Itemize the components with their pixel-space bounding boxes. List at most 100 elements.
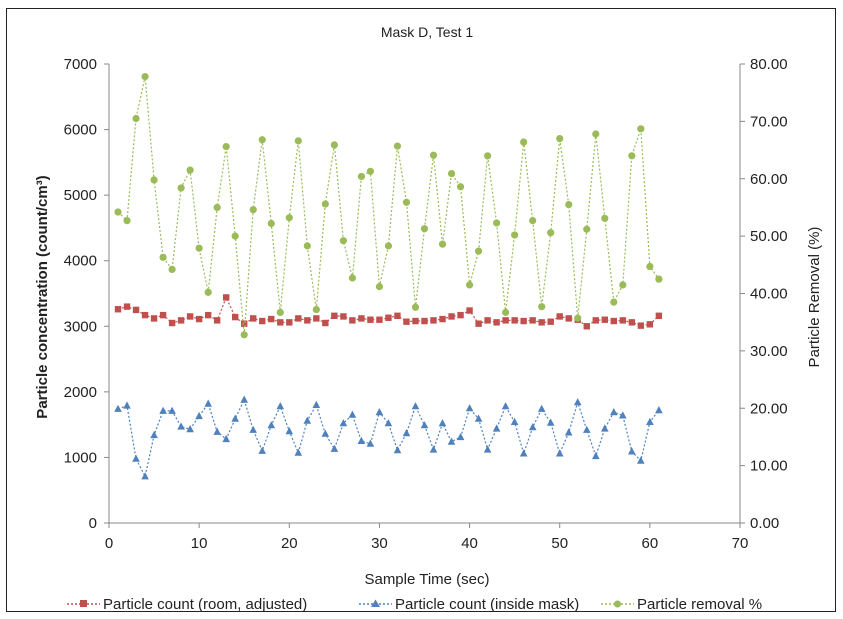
data-point: [303, 242, 311, 250]
data-point: [565, 315, 572, 322]
data-point: [195, 315, 203, 323]
data-point: [276, 402, 285, 410]
data-point: [628, 319, 636, 326]
data-point: [222, 294, 230, 301]
data-point: [592, 130, 600, 138]
data-point: [520, 138, 528, 146]
data-point: [340, 313, 347, 320]
data-point: [295, 315, 302, 322]
data-point: [637, 456, 645, 464]
data-point: [259, 317, 266, 325]
y-left-tick-label: 7000: [64, 56, 97, 73]
data-point: [646, 417, 654, 425]
legend: Particle count (room, adjusted) Particle…: [67, 596, 762, 613]
series-plot: [114, 73, 663, 480]
data-point: [348, 410, 357, 418]
data-point: [312, 305, 320, 314]
data-point: [493, 319, 500, 326]
data-point: [655, 312, 663, 319]
data-point: [159, 253, 167, 261]
data-point: [385, 314, 392, 321]
data-point: [511, 317, 518, 324]
data-point: [213, 317, 221, 324]
legend-marker-room: [80, 600, 87, 607]
data-point: [429, 445, 438, 453]
legend-item-room: Particle count (room, adjusted): [67, 596, 307, 613]
data-point: [132, 306, 140, 314]
data-point: [655, 406, 663, 414]
data-point: [601, 316, 608, 323]
data-point: [429, 151, 438, 159]
data-point: [438, 419, 447, 427]
data-point: [456, 183, 465, 191]
data-point: [474, 414, 483, 422]
data-point: [555, 449, 564, 457]
data-point: [619, 317, 627, 324]
data-point: [267, 219, 275, 228]
data-point: [547, 229, 555, 237]
data-point: [457, 311, 464, 319]
data-point: [546, 418, 555, 426]
data-point: [619, 411, 627, 419]
data-point: [232, 313, 239, 321]
data-point: [249, 206, 257, 214]
data-point: [195, 411, 203, 420]
data-point: [177, 422, 185, 430]
data-point: [132, 114, 140, 123]
data-point: [348, 274, 356, 282]
data-point: [583, 323, 590, 330]
data-point: [466, 307, 473, 314]
data-point: [231, 414, 239, 422]
data-point: [447, 169, 456, 178]
data-point: [366, 439, 375, 447]
data-point: [330, 141, 338, 149]
data-point: [412, 317, 419, 325]
data-point: [447, 437, 456, 445]
legend-item-removal: Particle removal %: [601, 596, 762, 613]
data-point: [123, 401, 131, 409]
data-point: [150, 176, 158, 184]
legend-label-room: Particle count (room, adjusted): [103, 596, 307, 613]
y-right-tick-label: 80.00: [750, 56, 788, 73]
y-left-tick-label: 0: [89, 515, 97, 532]
y-right-tick-label: 50.00: [750, 228, 788, 245]
data-point: [411, 402, 420, 410]
data-point: [403, 318, 410, 325]
data-point: [222, 434, 230, 443]
data-point: [240, 331, 248, 339]
y-right-tick-label: 70.00: [750, 113, 788, 130]
data-point: [538, 303, 546, 311]
x-tick-label: 50: [551, 535, 568, 552]
data-point: [537, 404, 546, 412]
y-axis-left-title: Particle concentration (count/cm³): [34, 175, 51, 418]
y-left-tick-label: 5000: [64, 187, 97, 204]
series-room: [114, 294, 663, 330]
data-point: [592, 317, 599, 324]
data-point: [601, 214, 609, 222]
data-point: [610, 408, 618, 416]
data-point: [421, 317, 428, 325]
data-point: [492, 424, 501, 432]
data-point: [592, 451, 600, 460]
data-point: [204, 399, 212, 407]
series-line: [117, 398, 660, 479]
data-point: [141, 73, 149, 81]
data-point: [402, 198, 411, 206]
data-point: [637, 125, 645, 133]
data-point: [204, 288, 212, 296]
data-point: [357, 436, 366, 444]
data-point: [520, 317, 527, 325]
data-point: [556, 313, 563, 320]
data-point: [556, 134, 564, 143]
data-point: [646, 262, 654, 271]
data-point: [285, 427, 294, 435]
legend-label-mask: Particle count (inside mask): [395, 596, 579, 613]
data-point: [321, 429, 330, 437]
data-point: [213, 203, 221, 212]
y-right-tick-label: 0.00: [750, 515, 779, 532]
data-point: [249, 425, 257, 433]
data-point: [574, 314, 582, 322]
data-point: [177, 184, 185, 192]
data-point: [114, 404, 122, 412]
data-point: [564, 428, 573, 436]
